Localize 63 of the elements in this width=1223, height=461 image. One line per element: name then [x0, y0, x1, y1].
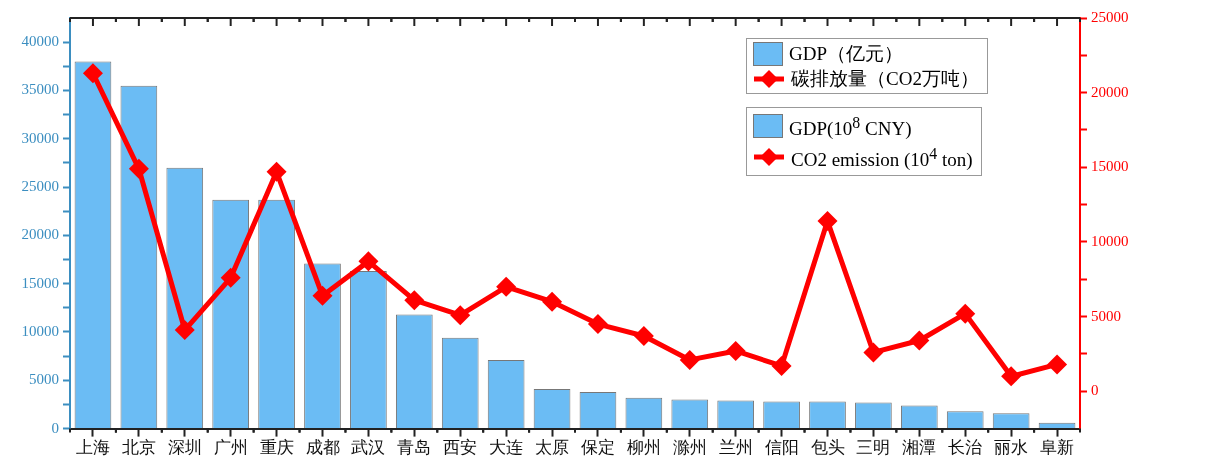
x-tick-label: 三明	[856, 438, 891, 458]
y2-tick-label: 5000	[1091, 307, 1121, 324]
x-tick-label: 湘潭	[902, 438, 937, 458]
y2-tick-label: 15000	[1091, 158, 1129, 175]
point	[450, 305, 471, 326]
y-tick-label: 0	[51, 419, 59, 436]
x-tick-label: 成都	[305, 438, 340, 458]
x-tick-label: 大连	[489, 438, 524, 458]
x-tick-label: 保定	[580, 438, 615, 458]
x-tick-label: 柳州	[626, 438, 661, 458]
point	[725, 340, 746, 361]
point	[404, 290, 425, 311]
x-tick-label: 西安	[443, 438, 478, 458]
y-tick-label: 25000	[21, 178, 59, 195]
point	[1001, 366, 1022, 387]
legend-label: GDP（亿元）	[789, 42, 904, 66]
point	[266, 161, 287, 182]
x-tick-label: 丽水	[994, 438, 1029, 458]
point	[220, 267, 241, 288]
x-tick-label: 信阳	[764, 438, 799, 458]
y-tick-label: 5000	[29, 371, 59, 388]
point	[82, 63, 103, 84]
point	[909, 330, 930, 351]
y-tick-label: 40000	[21, 33, 59, 50]
point	[312, 285, 333, 306]
x-tick-label: 太原	[535, 438, 570, 458]
point	[496, 276, 517, 297]
x-tick-label: 长治	[948, 438, 983, 458]
x-tick-label: 深圳	[167, 438, 202, 458]
y2-tick-label: 20000	[1091, 83, 1129, 100]
point	[1047, 354, 1068, 375]
x-tick-label: 阜新	[1040, 438, 1075, 458]
x-tick-label: 滁州	[672, 438, 707, 458]
legend-label: 碳排放量（CO2万吨）	[791, 67, 979, 91]
annotation: GDP(10$^{8}$ CNY)	[789, 113, 912, 142]
y2-tick-label: 0	[1091, 382, 1099, 399]
y-tick-label: 15000	[21, 274, 59, 291]
point	[174, 320, 195, 341]
y2-tick-label: 25000	[1091, 8, 1129, 25]
point	[128, 158, 149, 179]
x-tick-label: 广州	[213, 438, 248, 458]
x-tick-label: 武汉	[351, 438, 386, 458]
point	[771, 355, 792, 376]
point	[955, 303, 976, 324]
x-tick-label: 上海	[75, 438, 110, 458]
annotation: CO2 emission (10$^{4}$ ton)	[791, 144, 973, 173]
y-tick-label: 35000	[21, 81, 59, 98]
y-tick-label: 10000	[21, 322, 59, 339]
x-tick-label: 包头	[810, 438, 845, 458]
point	[358, 251, 379, 272]
point	[542, 291, 563, 312]
x-tick-label: 北京	[121, 438, 156, 458]
y2-tick-label: 10000	[1091, 232, 1129, 249]
point	[679, 349, 700, 370]
x-tick-label: 兰州	[718, 438, 753, 458]
y-tick-label: 30000	[21, 129, 59, 146]
y-tick-label: 20000	[21, 226, 59, 243]
x-tick-label: 重庆	[259, 438, 294, 458]
point	[817, 211, 838, 232]
x-tick-label: 青岛	[397, 438, 432, 458]
point	[863, 342, 884, 363]
point	[587, 314, 608, 335]
point	[633, 326, 654, 347]
